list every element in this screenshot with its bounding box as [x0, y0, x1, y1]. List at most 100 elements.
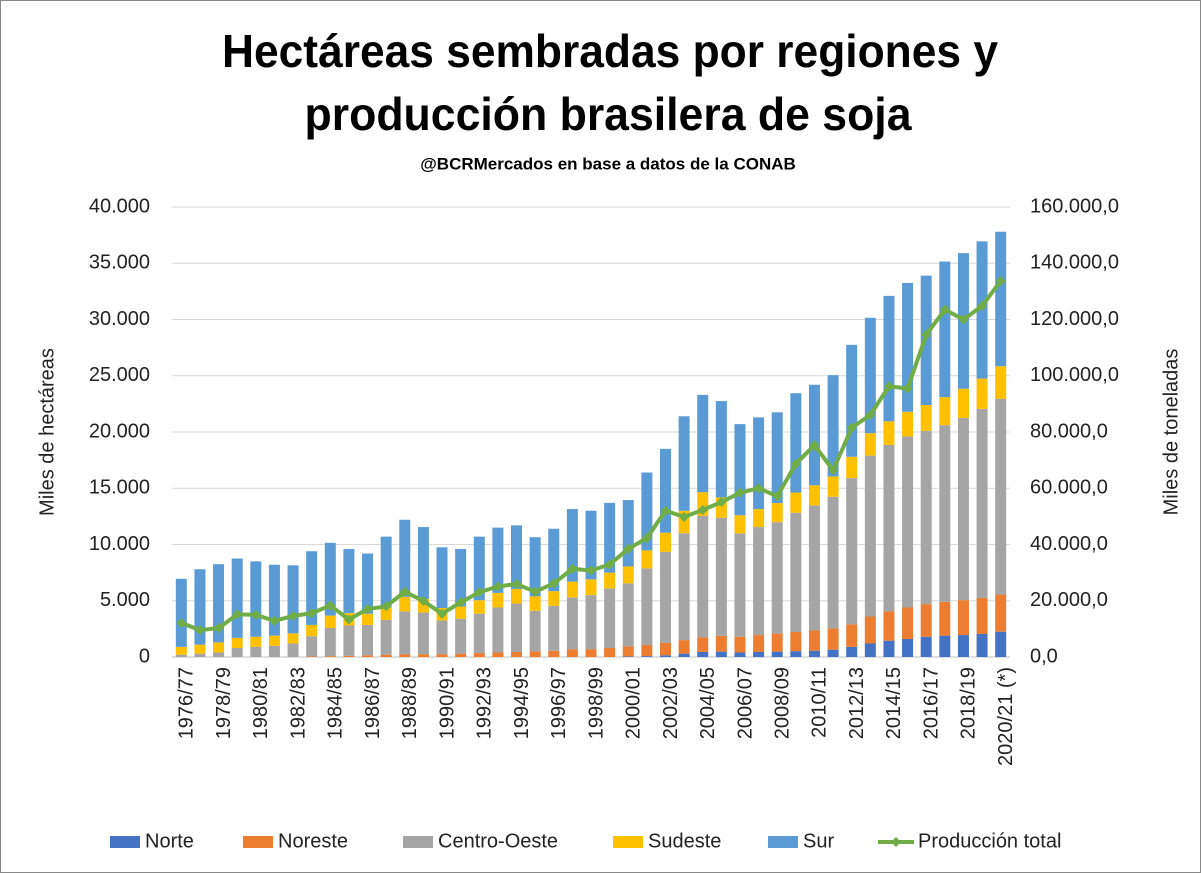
bar-segment [715, 517, 727, 636]
line-marker [306, 608, 317, 619]
line-marker [288, 610, 299, 621]
bar-segment [883, 640, 895, 657]
bar-segment [455, 618, 467, 654]
bar-segment [343, 549, 355, 614]
bar-segment [548, 605, 560, 651]
bar-segment [920, 405, 932, 431]
x-tick-label: 1980/81 [250, 667, 272, 739]
y-tick-label: 20.000 [89, 420, 150, 442]
bar-segment [306, 624, 318, 637]
y-tick-label: 30.000 [89, 308, 150, 330]
bar-segment [790, 512, 802, 633]
bar-segment [846, 456, 858, 479]
y-tick-label: 0 [139, 645, 150, 667]
bar-segment [604, 648, 616, 657]
legend-label: Centro-Oeste [438, 830, 558, 852]
bar-segment [790, 393, 802, 493]
bar-segment [678, 653, 690, 657]
bar-segment [492, 652, 504, 657]
bar-segment [957, 635, 969, 657]
y2-axis-label: Miles de toneladas [1160, 349, 1182, 516]
bar-segment [417, 612, 429, 655]
x-tick-label: 2012/13 [846, 667, 868, 739]
bar-segment [641, 568, 653, 645]
bar-segment [566, 597, 578, 650]
bar-segment [659, 448, 671, 533]
line-marker [474, 587, 485, 598]
line-marker [995, 275, 1006, 286]
bar-segment [511, 651, 523, 657]
bar-segment [231, 648, 243, 657]
y2-tick-label: 0,0 [1030, 645, 1058, 667]
bar-segment [306, 636, 318, 657]
y-tick-label: 40.000 [89, 195, 150, 217]
bar-segment [380, 654, 392, 657]
bar-segment [455, 653, 467, 657]
y-tick-label: 15.000 [89, 477, 150, 499]
bar-segment [287, 565, 299, 634]
bar-segment [771, 503, 783, 523]
legend-label: Norte [145, 830, 194, 852]
bar-segment [808, 630, 820, 651]
bar-segment [902, 607, 914, 639]
line-marker [511, 579, 522, 590]
bar-segment [827, 476, 839, 497]
line-marker [362, 604, 373, 615]
bar-segment [362, 655, 374, 657]
bar-segment [622, 646, 634, 657]
bar-segment [324, 615, 336, 628]
bar-segment [585, 579, 597, 596]
bar-segment [604, 588, 616, 648]
line-marker [697, 504, 708, 515]
y2-tick-label: 160.000,0 [1030, 195, 1119, 217]
line-marker [958, 314, 969, 325]
bar-segment [548, 650, 560, 657]
bar-segment [846, 478, 858, 625]
line-marker [567, 563, 578, 574]
bar-segment [808, 505, 820, 631]
bar-segment [790, 492, 802, 513]
bar-segment [622, 583, 634, 647]
bar-segment [268, 645, 280, 657]
bar-segment [604, 572, 616, 589]
bar-segment [436, 547, 448, 609]
bar-segment [175, 646, 187, 655]
bar-segment [995, 594, 1007, 632]
bar-segment [343, 655, 355, 657]
bar-segment [883, 295, 895, 422]
chart-subtitle: @BCRMercados en base a datos de la CONAB [420, 154, 796, 173]
bar-segment [846, 624, 858, 647]
bar-segment [697, 651, 709, 657]
line-marker [269, 615, 280, 626]
bar-segment [175, 654, 187, 657]
bar-segment [436, 654, 448, 657]
y2-tick-label: 100.000,0 [1030, 364, 1119, 386]
line-marker [660, 505, 671, 516]
line-marker [790, 458, 801, 469]
bar-segment [771, 412, 783, 504]
bar-segment [902, 282, 914, 412]
bar-segment [753, 527, 765, 636]
y2-tick-label: 20.000,0 [1030, 589, 1108, 611]
y-tick-label: 35.000 [89, 252, 150, 274]
bar-segment [864, 455, 876, 617]
bar-segment [939, 425, 951, 602]
bar-segment [231, 558, 243, 638]
bar-segment [492, 592, 504, 608]
bar-segment [362, 553, 374, 614]
x-tick-label: 2006/07 [734, 667, 756, 739]
line-marker [492, 581, 503, 592]
bar-segment [715, 497, 727, 518]
bar-segment [734, 515, 746, 534]
bar-segment [287, 633, 299, 644]
line-marker [716, 497, 727, 508]
line-marker [641, 533, 652, 544]
bar-segment [659, 655, 671, 657]
bar-segment [808, 485, 820, 506]
x-tick-label: 1992/93 [474, 667, 496, 739]
bar-segment [883, 421, 895, 445]
line-marker [939, 304, 950, 315]
bar-segment [548, 528, 560, 592]
line-marker [586, 565, 596, 576]
line-marker [343, 614, 354, 625]
